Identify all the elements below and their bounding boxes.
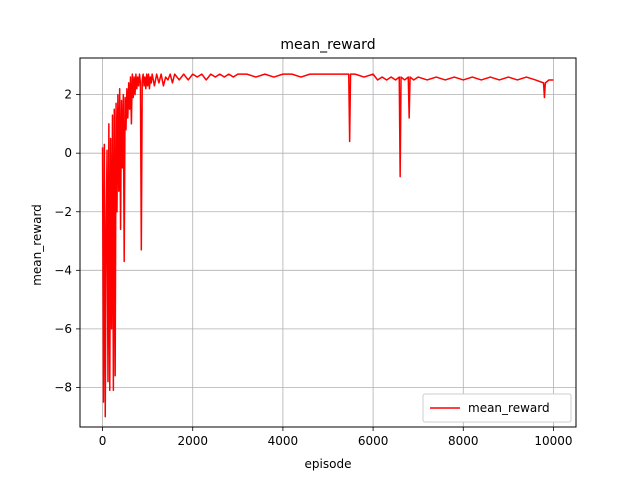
x-tick-label: 6000 bbox=[358, 434, 389, 448]
y-tick-label: 2 bbox=[64, 88, 72, 102]
y-tick-label: −4 bbox=[54, 263, 72, 277]
x-tick-label: 4000 bbox=[268, 434, 299, 448]
gridlines bbox=[80, 58, 576, 427]
legend-label: mean_reward bbox=[468, 401, 550, 415]
y-tick-label: −6 bbox=[54, 322, 72, 336]
x-tick-label: 8000 bbox=[448, 434, 479, 448]
x-tick-label: 2000 bbox=[177, 434, 208, 448]
chart-title: mean_reward bbox=[280, 37, 375, 53]
legend-box bbox=[422, 393, 572, 423]
legend: mean_reward bbox=[422, 393, 572, 423]
series-line-mean_reward bbox=[101, 73, 554, 418]
x-tick-label: 10000 bbox=[534, 434, 572, 448]
plot-area bbox=[101, 73, 554, 418]
axes-frame bbox=[79, 57, 577, 428]
x-axis-ticks: 0 2000 4000 6000 8000 10000 bbox=[99, 427, 573, 448]
y-axis-ticks: −8 −6 −4 −2 0 2 bbox=[54, 88, 80, 394]
y-tick-label: −8 bbox=[54, 380, 72, 394]
y-tick-label: 0 bbox=[64, 146, 72, 160]
x-axis-label: episode bbox=[305, 457, 352, 471]
y-tick-label: −2 bbox=[54, 205, 72, 219]
x-tick-label: 0 bbox=[99, 434, 107, 448]
y-axis-label: mean_reward bbox=[30, 204, 44, 286]
